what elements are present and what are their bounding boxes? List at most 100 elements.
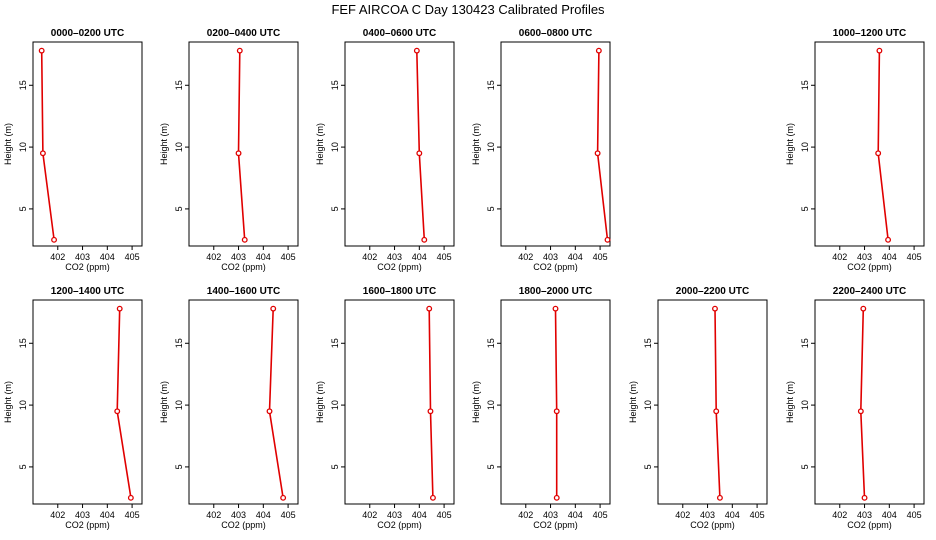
x-tick-label: 405	[907, 510, 922, 520]
y-tick-label: 5	[18, 206, 28, 211]
chart-title: 1800–2000 UTC	[519, 286, 592, 297]
series-line	[877, 50, 889, 240]
series-line	[859, 308, 866, 498]
x-tick-label: 402	[362, 510, 377, 520]
chart-panel: 1600–1800 UTC 402 403 404 405 CO2 (ppm) 5 10 15 H…	[315, 286, 455, 530]
x-tick-label: 404	[256, 252, 271, 262]
data-point	[114, 408, 121, 415]
x-tick-label: 402	[362, 252, 377, 262]
x-tick-label: 404	[882, 252, 897, 262]
x-tick-label: 402	[518, 252, 533, 262]
y-axis-label: Height (m)	[785, 123, 795, 165]
data-point	[427, 408, 434, 415]
plot-frame	[814, 41, 925, 247]
y-tick-label: 10	[330, 400, 340, 410]
y-tick-label: 10	[800, 400, 810, 410]
y-tick-label: 10	[486, 400, 496, 410]
y-axis-label: Height (m)	[3, 381, 13, 423]
series-line	[116, 308, 132, 498]
chart-title: 2200–2400 UTC	[833, 286, 906, 297]
chart-panel: 1800–2000 UTC 402 403 404 405 CO2 (ppm) 5 10 15 H…	[471, 286, 611, 530]
plot-frame	[500, 41, 611, 247]
series-line	[596, 50, 609, 240]
x-tick-label: 405	[281, 510, 296, 520]
x-tick-label: 404	[100, 510, 115, 520]
x-axis-label: CO2 (ppm)	[533, 520, 578, 530]
chart-title: 1000–1200 UTC	[833, 28, 906, 39]
data-point	[421, 236, 428, 243]
y-tick-label: 5	[330, 464, 340, 469]
y-tick-label: 5	[643, 464, 653, 469]
y-tick-label: 5	[486, 206, 496, 211]
data-point	[595, 47, 602, 54]
x-tick-label: 404	[568, 510, 583, 520]
y-tick-label: 10	[174, 400, 184, 410]
y-tick-label: 10	[800, 142, 810, 152]
x-tick-label: 405	[125, 510, 140, 520]
y-axis-label: Height (m)	[471, 123, 481, 165]
y-tick-label: 15	[643, 338, 653, 348]
y-tick-label: 5	[174, 464, 184, 469]
data-point	[116, 305, 123, 312]
x-tick-label: 402	[832, 510, 847, 520]
chart-panel: 1200–1400 UTC 402 403 404 405 CO2 (ppm) 5 10 15 H…	[3, 286, 143, 530]
x-axis-label: CO2 (ppm)	[847, 520, 892, 530]
x-tick-label: 404	[412, 252, 427, 262]
y-tick-label: 15	[330, 338, 340, 348]
x-tick-label: 404	[412, 510, 427, 520]
y-tick-label: 5	[800, 464, 810, 469]
data-point	[429, 494, 436, 501]
plot-frame	[188, 41, 299, 247]
data-point	[857, 408, 864, 415]
y-axis-label: Height (m)	[628, 381, 638, 423]
y-tick-label: 10	[486, 142, 496, 152]
x-tick-label: 405	[281, 252, 296, 262]
x-tick-label: 403	[231, 510, 246, 520]
x-tick-label: 402	[206, 252, 221, 262]
series-line	[268, 308, 284, 498]
y-tick-label: 5	[800, 206, 810, 211]
x-axis-label: CO2 (ppm)	[221, 520, 266, 530]
x-tick-label: 402	[518, 510, 533, 520]
chart-title: 1400–1600 UTC	[207, 286, 280, 297]
x-tick-label: 405	[593, 510, 608, 520]
chart-title: 0600–0800 UTC	[519, 28, 592, 39]
x-tick-label: 402	[675, 510, 690, 520]
data-point	[712, 305, 718, 312]
y-tick-label: 5	[18, 464, 28, 469]
x-tick-label: 405	[437, 252, 452, 262]
data-point	[553, 408, 560, 415]
data-point	[236, 47, 243, 54]
x-tick-label: 402	[50, 510, 65, 520]
x-axis-label: CO2 (ppm)	[847, 262, 892, 272]
plot-frame	[814, 299, 925, 505]
data-point	[127, 494, 134, 501]
x-axis-label: CO2 (ppm)	[221, 262, 266, 272]
y-tick-label: 15	[330, 80, 340, 90]
x-axis-label: CO2 (ppm)	[690, 520, 735, 530]
y-axis-label: Height (m)	[315, 381, 325, 423]
y-tick-label: 15	[174, 80, 184, 90]
y-axis-label: Height (m)	[315, 123, 325, 165]
y-axis-label: Height (m)	[785, 381, 795, 423]
data-point	[39, 150, 46, 157]
data-point	[266, 408, 273, 415]
x-tick-label: 402	[832, 252, 847, 262]
series-line	[714, 308, 721, 498]
y-axis-label: Height (m)	[3, 123, 13, 165]
x-axis-label: CO2 (ppm)	[377, 520, 422, 530]
y-tick-label: 5	[174, 206, 184, 211]
chart-title: 2000–2200 UTC	[676, 286, 749, 297]
series-line	[40, 50, 55, 240]
y-tick-label: 10	[643, 400, 653, 410]
x-tick-label: 405	[437, 510, 452, 520]
page-title: FEF AIRCOA C Day 130423 Calibrated Profi…	[331, 2, 605, 17]
x-axis-label: CO2 (ppm)	[533, 262, 578, 272]
y-axis-label: Height (m)	[159, 381, 169, 423]
chart-panel: 0600–0800 UTC 402 403 404 405 CO2 (ppm) 5 10 15 H…	[471, 28, 611, 272]
series-line	[554, 308, 558, 498]
y-axis-label: Height (m)	[159, 123, 169, 165]
x-tick-label: 403	[75, 252, 90, 262]
series-line	[237, 50, 246, 240]
